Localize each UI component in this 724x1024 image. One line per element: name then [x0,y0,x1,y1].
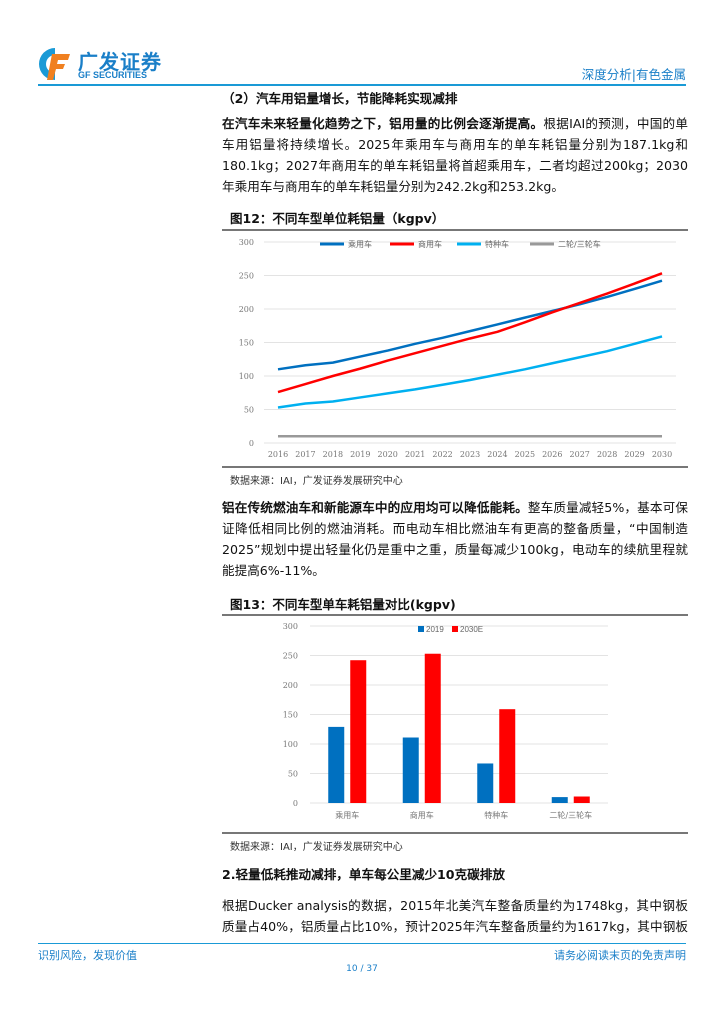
bar-chart: 0 50 100 150 200 250 300 乘用车 商用车 特种车 二轮/三轮车 2019 203… [283,622,608,820]
bar-2030E [424,653,441,803]
x-tick-label: 2029 [624,450,644,459]
y-tick-label: 250 [239,272,254,281]
y-tick-label: 0 [249,439,254,448]
legend-swatch [452,626,458,632]
legend-label: 2019 [426,625,444,634]
footer-disclaimer-link[interactable]: 请务必阅读末页的免责声明 [554,949,686,962]
series-line-特种车 [277,335,663,409]
paragraph-3: 根据Ducker analysis的数据，2015年北美汽车整备质量约为1748… [222,898,688,934]
footer-rule [38,943,686,944]
figure-13-top-rule [222,614,688,616]
x-tick-label: 2026 [542,450,562,459]
figure-12-top-rule [222,229,688,231]
figure-13-bottom-rule [222,832,688,834]
figure-13-source: 数据来源：IAI，广发证券发展研究中心 [230,842,403,853]
y-tick-label: 100 [283,740,298,749]
x-tick-label: 2027 [570,450,590,459]
x-tick-label: 商用车 [410,810,434,820]
bar-2019 [328,726,345,803]
x-tick-label: 2030 [652,450,672,459]
paragraph-2-lead: 铝在传统燃油车和新能源车中的应用均可以降低能耗。 [222,500,528,515]
legend-swatch [418,626,424,632]
page-number: 10 / 37 [346,964,378,974]
legend-label: 商用车 [418,239,442,249]
paragraph-1-text: 根据IAI的预测，中国的单车用铝量将持续增长。2025年乘用车与商用车的单车耗铝… [222,116,689,194]
footer-left: 识别风险，发现价值 [38,949,137,962]
x-tick-label: 2016 [268,450,288,459]
x-tick-label: 特种车 [484,810,508,820]
x-tick-label: 二轮/三轮车 [549,810,592,820]
x-tick-label: 2022 [432,450,452,459]
logo-en: GF SECURITIES [78,70,148,80]
section-heading: （2）汽车用铝量增长，节能降耗实现减排 [222,91,458,106]
header-rule [38,84,686,86]
figure-12-title: 图12：不同车型单位耗铝量（kgpv） [230,211,445,226]
x-tick-label: 乘用车 [335,810,359,820]
figure-13-title: 图13：不同车型单车耗铝量对比(kgpv) [230,597,456,612]
x-tick-label: 2025 [515,450,535,459]
y-tick-label: 50 [288,770,298,779]
x-tick-label: 2017 [295,450,315,459]
y-tick-label: 150 [239,339,254,348]
y-tick-label: 150 [283,711,298,720]
y-tick-label: 300 [283,622,298,631]
paragraph-1: 在汽车未来轻量化趋势之下，铝用量的比例会逐渐提高。根据IAI的预测，中国的单车用… [222,113,688,197]
y-tick-label: 50 [244,406,254,415]
x-tick-label: 2018 [323,450,343,459]
report-category: 深度分析|有色金属 [581,67,686,82]
legend-label: 二轮/三轮车 [558,239,601,249]
figure-12-source: 数据来源：IAI，广发证券发展研究中心 [230,476,403,487]
x-tick-label: 2021 [405,450,425,459]
series-line-商用车 [277,272,663,394]
x-tick-label: 2023 [460,450,480,459]
x-tick-label: 2024 [487,450,507,459]
x-tick-label: 2020 [378,450,398,459]
bar-2019 [477,763,494,803]
bar-2019 [402,737,419,803]
gf-logo: 广发证券 GF SECURITIES [38,46,168,82]
y-tick-label: 200 [239,305,254,314]
y-tick-label: 100 [239,372,254,381]
gf-logo-mark-icon [39,48,70,80]
x-tick-label: 2019 [350,450,370,459]
figure-12-bottom-rule [222,466,688,468]
bar-2030E [499,709,516,803]
line-chart: 0 50 100 150 200 250 300 2016 2017 2018 2019 2020 20… [239,238,676,459]
paragraph-2-text: 整车质量减轻5%，基本可保证降低相同比例的燃油消耗。而电动车相比燃油车有更高的整… [222,500,688,578]
x-tick-label: 2028 [597,450,617,459]
y-tick-label: 200 [283,681,298,690]
y-tick-label: 250 [283,652,298,661]
bar-2030E [350,660,367,803]
paragraph-1-lead: 在汽车未来轻量化趋势之下，铝用量的比例会逐渐提高。 [222,116,544,131]
logo-cn: 广发证券 [78,52,162,74]
legend-label: 特种车 [485,239,509,249]
heading-2: 2.轻量低耗推动减排，单车每公里减少10克碳排放 [222,867,505,882]
y-tick-label: 0 [293,799,298,808]
paragraph-2: 铝在传统燃油车和新能源车中的应用均可以降低能耗。整车质量减轻5%，基本可保证降低… [222,497,688,581]
bar-2019 [551,797,568,803]
y-tick-label: 300 [239,238,254,247]
bar-2030E [573,796,590,803]
legend-label: 2030E [460,625,483,634]
legend-label: 乘用车 [348,239,372,249]
